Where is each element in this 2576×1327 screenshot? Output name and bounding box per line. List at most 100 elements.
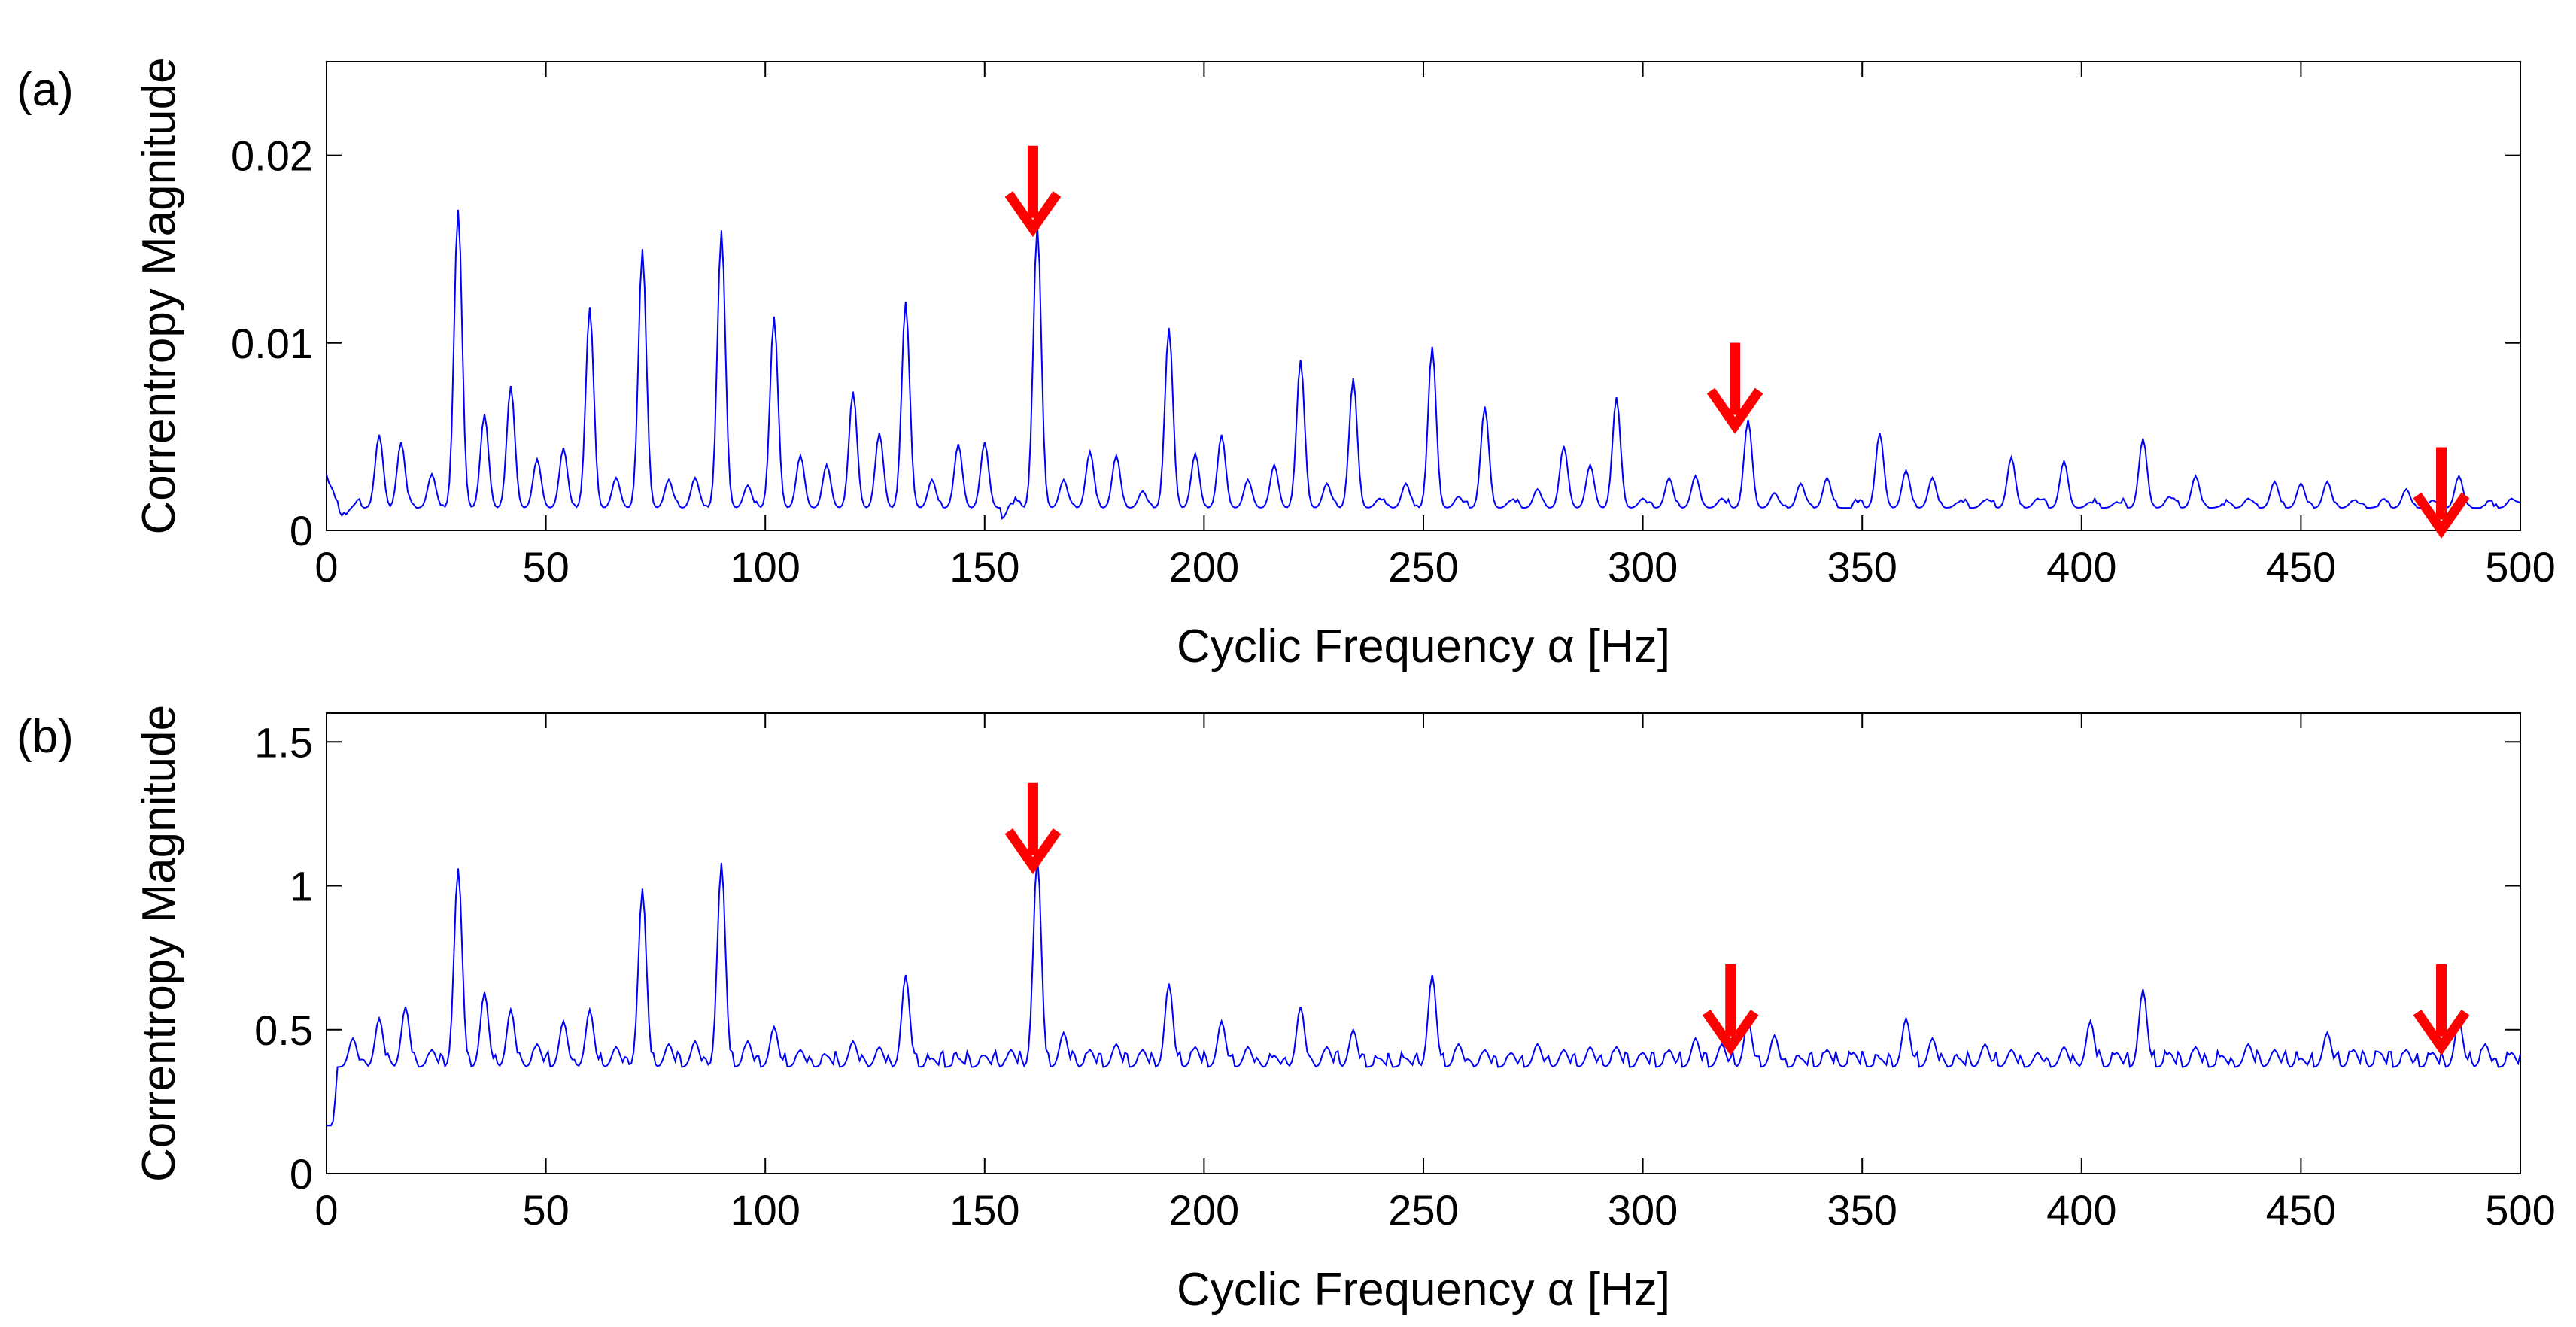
data-point [430,1048,434,1052]
data-point [351,1036,355,1040]
x-tick-label: 400 [2046,543,2116,591]
data-point [561,1019,566,1023]
data-point [1982,1042,1987,1046]
data-point [851,390,855,394]
data-point [772,1025,776,1029]
red-arrow-marker [1702,964,1759,1056]
x-tick-label: 450 [2266,1186,2336,1234]
data-point [2351,498,2356,503]
data-point [1009,1048,1013,1052]
data-point [1825,1048,1830,1052]
data-point [1299,357,1303,362]
x-tick-label: 100 [730,1186,800,1234]
data-point [1430,345,1435,349]
data-point [1167,326,1171,330]
red-arrow-marker [2413,447,2470,539]
data-point [1746,418,1751,422]
arrow-head [2413,492,2470,539]
arrow-head [1702,1009,1759,1056]
data-point [1246,478,1250,482]
red-arrow-marker [1706,342,1763,434]
data-point [561,445,566,450]
data-point [1904,468,1909,472]
data-point [2035,1050,2040,1055]
data-point [1588,463,1593,467]
data-point [2035,496,2040,501]
data-point [1088,449,1092,454]
data-point [2219,1053,2224,1058]
data-point [403,1004,408,1009]
data-point [2298,1056,2303,1061]
data-point [1930,1036,1935,1040]
data-point [535,1042,539,1046]
data-point [1957,1056,1961,1061]
data-point [1404,481,1408,486]
data-point [640,247,645,251]
data-point [1562,444,1566,448]
data-point [2404,1048,2408,1052]
x-tick-label: 100 [730,543,800,591]
data-point [2430,498,2435,503]
data-point [1114,453,1119,457]
data-point [1982,498,1987,503]
x-tick-label: 400 [2046,1186,2116,1234]
data-point [1957,500,1961,505]
red-arrow-marker [1004,782,1062,875]
data-point [1641,496,1645,501]
data-point [2061,1045,2066,1049]
data-point [1351,1028,1356,1032]
x-tick-label: 450 [2266,543,2336,591]
data-point [2456,474,2461,478]
x-tick-label: 0 [314,1186,338,1234]
data-point [798,453,803,457]
plot-area [326,61,2521,531]
data-point [1062,1031,1066,1035]
series-line [327,857,2521,1127]
y-tick-label: 0 [290,1150,313,1198]
data-point [877,430,882,435]
y-tick-label: 1.5 [254,718,313,766]
data-point [1141,489,1145,493]
x-tick-label: 250 [1388,543,1458,591]
x-tick-label: 50 [522,1186,569,1234]
data-point [1299,1004,1303,1009]
data-point [1483,405,1487,409]
plot-area [326,712,2521,1174]
data-point [456,867,460,871]
data-point [1430,973,1435,977]
data-point [693,475,697,480]
arrow-head [1004,828,1062,875]
data-point [1141,1048,1145,1052]
x-tick-label: 150 [949,543,1019,591]
data-point [851,1039,855,1043]
data-point [1588,1045,1593,1049]
y-tick-label: 0.5 [254,1007,313,1054]
data-point [1930,475,1935,480]
x-tick-label: 300 [1608,1186,1678,1234]
data-point [1536,487,1540,491]
data-point [2061,459,2066,463]
data-point [2009,455,2013,460]
data-point [1509,1050,1514,1055]
x-tick-label: 350 [1827,543,1897,591]
data-point [930,1056,934,1061]
data-point [2193,474,2198,478]
data-point [667,1042,671,1046]
data-point [1904,1016,1909,1020]
data-point [456,208,460,212]
series-line [326,209,2521,520]
y-tick-label: 0 [290,507,313,554]
data-point [2167,494,2171,499]
data-point [930,478,934,482]
data-point [1220,1019,1224,1023]
data-point [1457,494,1461,499]
data-point [509,1007,513,1012]
data-point [1694,474,1698,478]
data-point [2140,987,2145,991]
data-point [798,1048,803,1052]
data-point [2272,1048,2277,1052]
arrow-head [1004,191,1062,238]
data-point [377,433,381,437]
data-point [614,475,618,480]
data-point [2272,479,2277,484]
